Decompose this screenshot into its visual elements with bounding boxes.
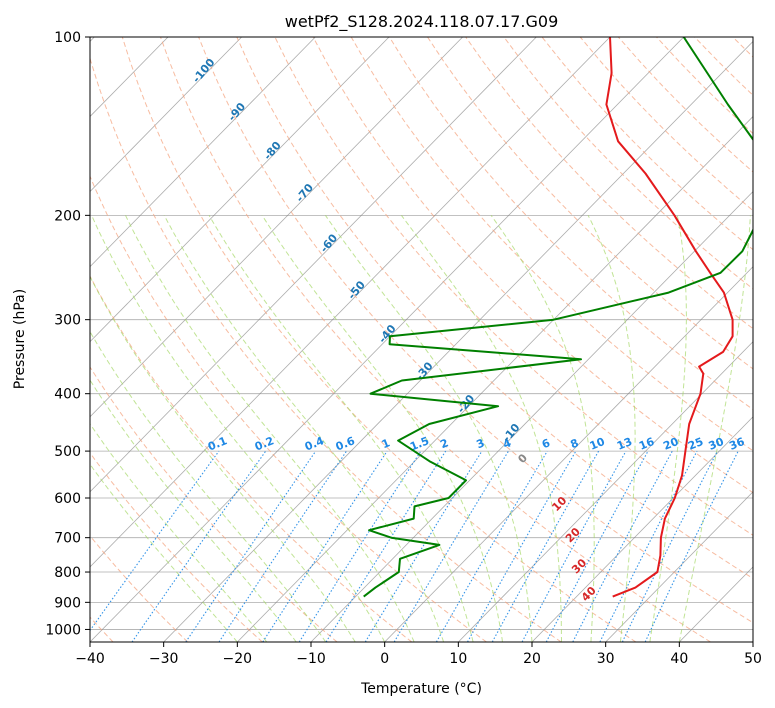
x-tick-label: 50 (744, 651, 762, 667)
mixing-ratio-line (491, 450, 600, 642)
dry-adiabat (350, 37, 753, 452)
dry-adiabat (121, 37, 637, 642)
mixing-ratio-line (325, 450, 447, 642)
mixing-ratio-label: 30 (707, 435, 726, 453)
moist-adiabat (90, 330, 327, 642)
moist-adiabat (125, 215, 415, 642)
mixing-ratio-line (262, 450, 388, 642)
x-tick-label: −10 (296, 651, 326, 667)
mixing-ratio-line (90, 450, 220, 632)
y-tick-label: 700 (54, 531, 81, 547)
temperature-line (605, 37, 734, 598)
dry-adiabat (160, 37, 711, 642)
mixing-ratio-line (521, 450, 627, 642)
mixing-ratio-line (644, 450, 739, 642)
x-tick-label: −40 (75, 651, 105, 667)
isotherm-line (90, 37, 463, 418)
mixing-ratio-label: 36 (727, 435, 746, 453)
isotherm-line (531, 416, 753, 642)
mixing-ratio-label: 20 (661, 435, 680, 453)
y-tick-label: 200 (54, 208, 81, 224)
mixing-ratio-line (545, 450, 649, 642)
dry-adiabat (465, 37, 753, 330)
y-axis-ticks: 100 200 300 400 500 600 700 800 900 1000 (45, 30, 90, 638)
mixing-ratio-label: 8 (569, 436, 581, 451)
dry-adiabat (503, 37, 753, 290)
chart-title: wetPf2_S128.2024.118.07.17.G09 (285, 12, 559, 32)
x-tick-label: 0 (380, 651, 389, 667)
mixing-ratio-label: 1 (380, 436, 392, 451)
moist-adiabat (90, 422, 268, 642)
isotherm-line (163, 40, 753, 642)
isotherm-line (90, 37, 684, 642)
plot-frame (89, 36, 754, 643)
x-tick-label: 30 (597, 651, 615, 667)
moist-adiabat (90, 463, 238, 642)
dewpoint-line (363, 37, 753, 598)
y-tick-label: 400 (54, 387, 81, 403)
moist-adiabat (261, 215, 503, 642)
dry-adiabat (312, 37, 753, 494)
isotherm-line (605, 491, 753, 642)
y-tick-label: 100 (54, 30, 81, 46)
mixing-ratio-label: 16 (637, 435, 656, 453)
dry-adiabat (274, 37, 753, 536)
dry-adiabat (90, 535, 189, 642)
grid-lines (90, 37, 753, 642)
mixing-ratio-label: 25 (686, 435, 705, 453)
y-tick-label: 500 (54, 444, 81, 460)
x-tick-label: 40 (670, 651, 688, 667)
mixing-ratio-label: 2 (438, 436, 450, 451)
mixing-ratio-line (298, 450, 422, 642)
mixing-ratio-line (572, 450, 673, 642)
dry-adiabat (90, 56, 562, 642)
y-tick-label: 600 (54, 491, 81, 507)
isotherm-line (384, 266, 753, 642)
mixing-ratio-line (364, 450, 483, 642)
sounding-series (363, 37, 753, 598)
isotherm-line (90, 37, 242, 193)
dry-adiabat (198, 37, 753, 624)
mixing-ratio-line (621, 450, 718, 642)
mixing-ratio-label: 3 (475, 436, 487, 451)
mixing-ratio-line (599, 450, 698, 642)
moist-adiabat (649, 215, 687, 642)
mixing-ratio-line (185, 450, 317, 642)
moist-adiabat (678, 215, 751, 642)
isotherm-line (90, 37, 611, 568)
moist-adiabat (163, 215, 445, 642)
moist-adiabat (587, 215, 636, 642)
dry-adiabat (388, 37, 753, 411)
moist-adiabat (91, 215, 386, 642)
y-tick-label: 300 (54, 313, 81, 329)
isotherm-line (237, 115, 753, 642)
x-tick-label: −30 (149, 651, 179, 667)
isotherm-line (90, 37, 316, 268)
moist-adiabat (208, 215, 474, 642)
mixing-ratio-line (393, 450, 509, 642)
x-tick-label: 20 (523, 651, 541, 667)
dry-adiabat (90, 366, 338, 642)
isotherm-line (90, 37, 390, 343)
moist-adiabat (490, 215, 595, 642)
mixing-ratio-label: 13 (615, 435, 634, 453)
mixing-ratio-line (467, 450, 577, 642)
x-axis-label: Temperature (°C) (360, 681, 482, 697)
isotherm-line (90, 37, 537, 493)
moist-adiabat (90, 275, 356, 642)
dry-adiabat (236, 37, 753, 580)
mixing-ratio-line (218, 450, 347, 642)
mixing-ratio-line (131, 450, 267, 642)
y-tick-label: 1000 (45, 622, 81, 638)
x-axis-ticks: −40 −30 −20 −10 0 10 20 30 40 50 (75, 642, 762, 667)
y-tick-label: 800 (54, 565, 81, 581)
y-axis-label: Pressure (hPa) (12, 289, 28, 389)
x-tick-label: −20 (223, 651, 253, 667)
x-tick-label: 10 (449, 651, 467, 667)
y-tick-label: 900 (54, 595, 81, 611)
mixing-ratio-label: 10 (588, 435, 607, 453)
isotherm-line (458, 341, 753, 642)
